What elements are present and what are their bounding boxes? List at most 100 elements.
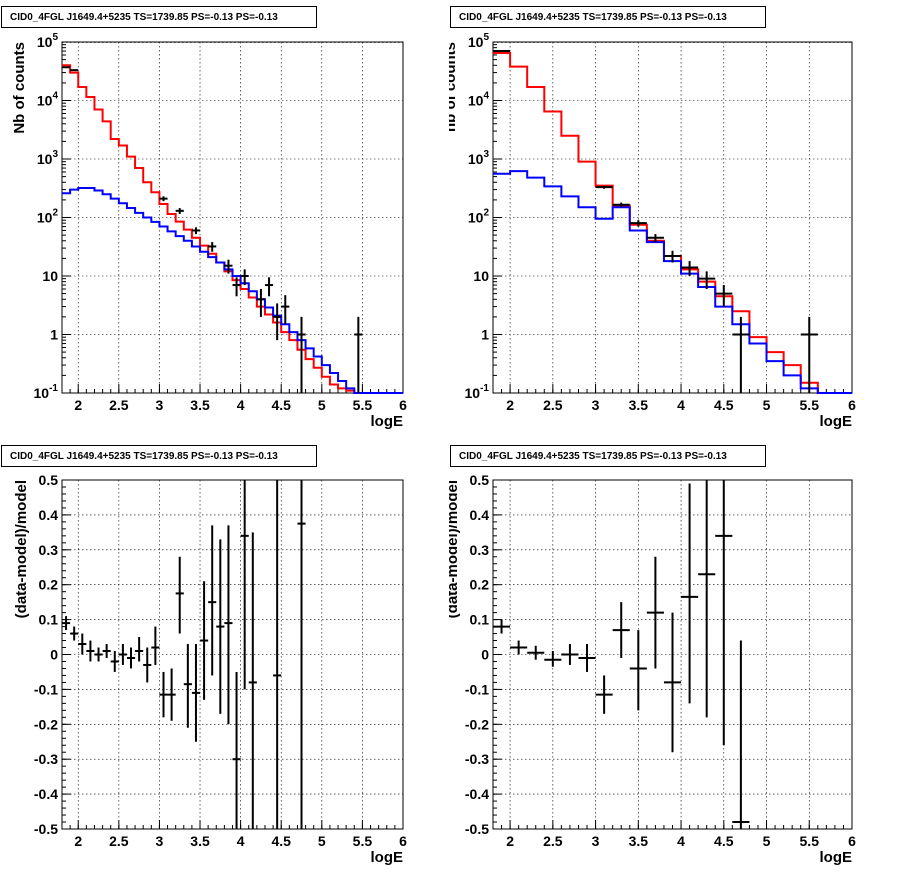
- y-tick-label: 0.2: [39, 577, 59, 593]
- x-tick-label: 6: [848, 833, 856, 849]
- x-tick-label: 3: [156, 833, 164, 849]
- data-point: [561, 644, 579, 665]
- data-point: [595, 675, 613, 714]
- data-point: [698, 271, 716, 289]
- x-axis-label: logE: [820, 413, 853, 430]
- data-point: [715, 480, 733, 746]
- data-point: [126, 647, 136, 669]
- data-point: [224, 259, 233, 274]
- y-tick-label: 10-1: [34, 383, 59, 401]
- data-point: [273, 480, 282, 829]
- data-point: [208, 242, 217, 252]
- data-point: [297, 480, 306, 829]
- data-point: [232, 671, 241, 829]
- data-point: [612, 602, 630, 658]
- y-tick-label: 105: [468, 32, 490, 50]
- chart-title: CID0_4FGL J1649.4+5235 TS=1739.85 PS=-0.…: [1, 445, 317, 467]
- x-tick-label: 3: [156, 397, 164, 413]
- y-tick-label: 10: [473, 268, 489, 284]
- y-tick-label: 0.3: [39, 542, 59, 558]
- data-point: [264, 277, 274, 297]
- x-tick-label: 2: [506, 397, 514, 413]
- x-tick-label: 4.5: [714, 397, 734, 413]
- data-point: [135, 637, 144, 662]
- data-point: [151, 626, 160, 665]
- x-tick-label: 4: [237, 397, 245, 413]
- y-tick-label: -0.2: [465, 716, 489, 732]
- data-point: [715, 285, 733, 307]
- data-point: [86, 640, 95, 662]
- data-point: [297, 316, 306, 393]
- x-tick-label: 4.5: [271, 397, 291, 413]
- y-tick-label: -0.1: [34, 681, 58, 697]
- data-point: [578, 644, 596, 672]
- x-tick-label: 2.5: [543, 397, 563, 413]
- y-tick-label: 1: [50, 327, 58, 343]
- data-point: [510, 640, 528, 655]
- data-point: [256, 288, 265, 317]
- data-point: [62, 66, 71, 69]
- data-point: [493, 50, 511, 53]
- data-point: [629, 220, 647, 227]
- y-tick-label: 102: [37, 208, 59, 226]
- data-point: [167, 668, 176, 721]
- x-tick-label: 4.5: [271, 833, 291, 849]
- data-point: [646, 234, 664, 243]
- x-tick-label: 4: [237, 833, 245, 849]
- x-tick-label: 3.5: [629, 397, 649, 413]
- y-tick-label: 104: [37, 91, 59, 109]
- x-tick-label: 3: [592, 833, 600, 849]
- y-tick-label: -0.1: [465, 681, 489, 697]
- data-point: [663, 250, 682, 263]
- y-tick-label: 0.4: [39, 507, 59, 523]
- chart-title: CID0_4FGL J1649.4+5235 TS=1739.85 PS=-0.…: [450, 6, 766, 28]
- chart-title: CID0_4FGL J1649.4+5235 TS=1739.85 PS=-0.…: [450, 445, 766, 467]
- y-tick-label: 1: [481, 327, 489, 343]
- x-tick-label: 3.5: [190, 397, 210, 413]
- y-tick-label: 103: [37, 149, 59, 167]
- y-tick-label: 0.2: [470, 577, 490, 593]
- data-point: [732, 316, 750, 393]
- y-tick-label: 0: [50, 647, 58, 663]
- data-point: [732, 640, 750, 829]
- x-tick-label: 4: [677, 833, 685, 849]
- x-axis-label: logE: [371, 849, 404, 866]
- data-point: [110, 651, 119, 672]
- x-tick-label: 2.5: [543, 833, 563, 849]
- y-tick-label: 0.1: [470, 612, 490, 628]
- data-point: [232, 277, 241, 297]
- x-tick-label: 2.5: [109, 833, 129, 849]
- data-point: [62, 616, 71, 631]
- y-tick-label: -0.5: [34, 821, 58, 837]
- data-point: [544, 651, 562, 667]
- plot-frame: [61, 41, 404, 394]
- y-axis-label: Nb of counts: [11, 42, 28, 134]
- x-tick-label: 5.5: [800, 397, 820, 413]
- x-tick-label: 6: [399, 833, 407, 849]
- x-tick-label: 2: [74, 833, 82, 849]
- y-tick-label: 103: [468, 149, 490, 167]
- y-tick-label: 0.4: [470, 507, 490, 523]
- x-tick-label: 5.5: [800, 833, 820, 849]
- x-tick-label: 2: [506, 833, 514, 849]
- data-point: [595, 185, 613, 189]
- chart-title: CID0_4FGL J1649.4+5235 TS=1739.85 PS=-0.…: [1, 6, 317, 28]
- data-point: [191, 227, 201, 235]
- x-axis-label: logE: [371, 413, 404, 430]
- y-tick-label: 0.1: [39, 612, 59, 628]
- data-point: [224, 525, 233, 725]
- data-point: [183, 644, 192, 728]
- data-point: [354, 316, 363, 393]
- data-point: [200, 581, 209, 700]
- y-axis-label: (data-model)/model: [449, 480, 461, 618]
- y-tick-label: 102: [468, 208, 490, 226]
- x-tick-label: 3.5: [629, 833, 649, 849]
- data-point: [612, 202, 630, 208]
- data-point: [493, 619, 511, 634]
- x-tick-label: 5: [763, 833, 771, 849]
- data-point: [629, 630, 647, 711]
- data-point: [208, 525, 217, 676]
